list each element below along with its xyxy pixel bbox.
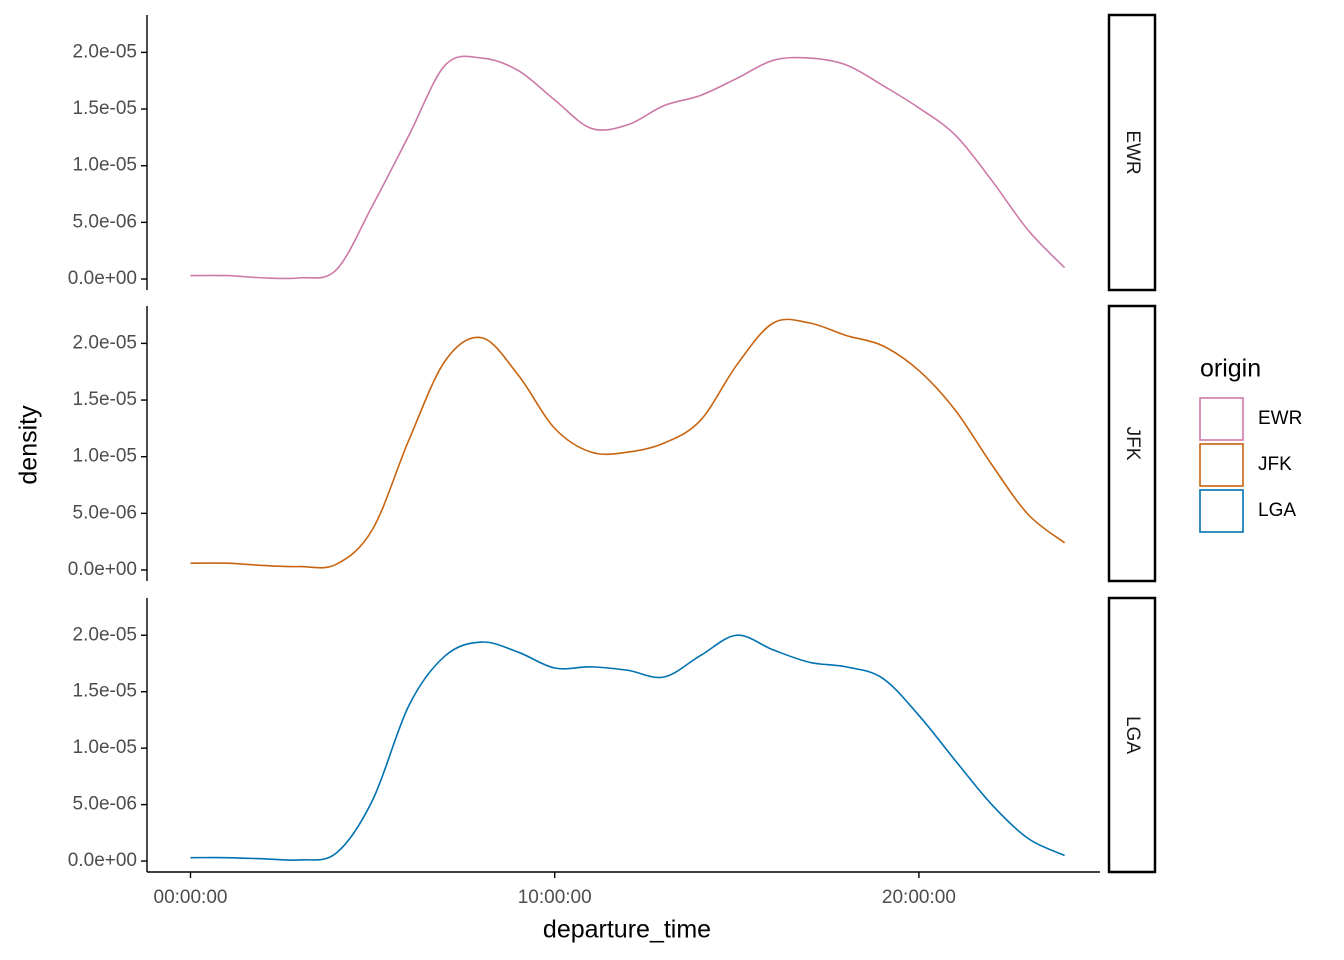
density-line: [190, 318, 1066, 569]
legend-key: [1199, 397, 1244, 441]
y-tick-label: 2.0e-05: [73, 332, 137, 353]
y-tick-label: 5.0e-06: [73, 502, 137, 523]
x-tick-label: 20:00:00: [882, 887, 956, 908]
y-axis-title: density: [15, 405, 43, 485]
y-tick-label: 0.0e+00: [68, 268, 137, 289]
y-tick-label: 1.0e-05: [73, 737, 137, 758]
y-tick-label: 2.0e-05: [73, 41, 137, 62]
y-tick-label: 1.5e-05: [73, 98, 137, 119]
y-tick-label: 5.0e-06: [73, 794, 137, 815]
legend-label: LGA: [1258, 500, 1296, 521]
y-tick-label: 1.0e-05: [73, 446, 137, 467]
facet-strip: [1107, 13, 1157, 292]
legend-label: JFK: [1258, 454, 1292, 475]
y-tick-label: 1.5e-05: [73, 681, 137, 702]
facet-label: LGA: [1122, 716, 1143, 754]
legend-label: EWR: [1258, 408, 1302, 429]
y-tick-label: 1.5e-05: [73, 389, 137, 410]
y-tick-label: 2.0e-05: [73, 624, 137, 645]
facet-label: JFK: [1122, 427, 1143, 461]
facet-strip: [1107, 596, 1157, 874]
legend-key: [1199, 443, 1244, 487]
x-tick-label: 10:00:00: [518, 887, 592, 908]
facet-label: EWR: [1122, 130, 1143, 174]
facet-strip: [1107, 304, 1157, 583]
x-axis-title: departure_time: [543, 916, 711, 944]
y-tick-label: 5.0e-06: [73, 211, 137, 232]
y-tick-label: 0.0e+00: [68, 850, 137, 871]
legend-key: [1199, 489, 1244, 533]
x-tick-label: 00:00:00: [154, 887, 228, 908]
legend-title: origin: [1200, 355, 1261, 383]
density-line: [190, 55, 1066, 280]
density-line: [190, 634, 1065, 861]
y-tick-label: 0.0e+00: [68, 559, 137, 580]
y-tick-label: 1.0e-05: [73, 155, 137, 176]
